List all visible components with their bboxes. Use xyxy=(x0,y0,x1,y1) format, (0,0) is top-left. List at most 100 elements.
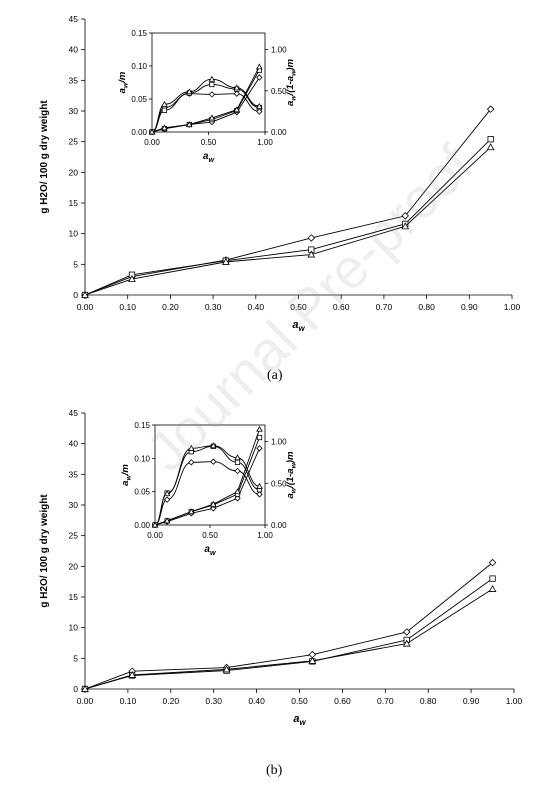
inset-data-point-triangle xyxy=(234,454,241,461)
inset-y-tick-label-right: 0.50 xyxy=(271,87,287,96)
inset-y-axis-label-left-sub: w xyxy=(126,475,133,481)
x-axis-label-sub: w xyxy=(299,718,306,727)
inset-chart: 0.00 0.50 1.000.000.050.100.150.000.501.00… xyxy=(120,421,298,557)
inset-data-point-square xyxy=(234,459,241,465)
inset-y-axis-label-left-part: a xyxy=(120,481,131,486)
x-tick-label: 0.80 xyxy=(418,302,435,312)
inset-y-axis-label-left-part: a xyxy=(117,88,128,93)
series-line-diamond xyxy=(84,108,492,296)
inset-y-axis-label-right-part: )m xyxy=(285,451,296,464)
inset-y-tick-label-left: 0.00 xyxy=(131,128,147,137)
inset-data-point-diamond xyxy=(256,74,263,81)
inset-y-tick-label-right: 1.00 xyxy=(271,438,287,447)
x-tick-label: 0.70 xyxy=(376,302,393,312)
y-tick-label: 45 xyxy=(69,408,79,418)
inset-y-axis-label-right-sub: w xyxy=(291,462,298,468)
inset-data-point-triangle xyxy=(163,517,171,524)
y-tick-label: 25 xyxy=(69,137,79,147)
panel-label-b: (b) xyxy=(266,763,283,778)
inset-y-tick-label-right: 0.00 xyxy=(271,128,287,137)
inset-data-point-triangle xyxy=(161,100,168,107)
inset-data-point-triangle xyxy=(210,442,217,449)
inset-x-tick-label: 1.00 xyxy=(257,531,273,540)
inset-y-axis-label-right-part: /(1-a xyxy=(285,76,296,97)
y-tick-label: 35 xyxy=(69,75,79,85)
data-point-triangle xyxy=(128,275,136,283)
y-tick-label: 15 xyxy=(69,198,79,208)
inset-data-point-triangle xyxy=(233,106,241,113)
x-tick-label: 0.40 xyxy=(248,302,265,312)
y-tick-label: 40 xyxy=(69,45,79,55)
inset-data-point-diamond xyxy=(210,458,217,465)
inset-y-tick-label-left: 0.05 xyxy=(131,95,147,104)
inset-data-point-diamond xyxy=(234,495,241,502)
inset-y-axis-label-left: aw​/m xyxy=(117,71,130,93)
inset-x-axis-label-sub: w xyxy=(208,155,214,164)
y-tick-label: 10 xyxy=(69,229,79,239)
inset-y-axis-label-left-part: /m xyxy=(117,71,128,84)
data-point-triangle xyxy=(128,670,137,678)
y-tick-label: 15 xyxy=(69,592,79,602)
y-tick-label: 5 xyxy=(73,259,78,269)
data-point-square xyxy=(489,575,496,582)
inset-data-point-triangle xyxy=(148,128,156,135)
inset-data-point-triangle xyxy=(163,490,171,497)
x-tick-label: 0.00 xyxy=(77,696,94,706)
x-tick-label: 0.10 xyxy=(119,302,136,312)
inset-y-axis-label-left-part: /m xyxy=(120,464,131,477)
y-tick-label: 30 xyxy=(69,500,79,510)
inset-data-point-triangle xyxy=(151,521,159,528)
y-tick-label: 30 xyxy=(69,106,79,116)
inset-data-point-diamond xyxy=(233,90,240,97)
inset-data-point-triangle xyxy=(208,75,216,82)
inset-y-tick-label-left: 0.00 xyxy=(134,521,150,530)
inset-data-point-diamond xyxy=(234,467,241,475)
data-point-square xyxy=(487,136,494,143)
data-point-triangle xyxy=(81,684,89,692)
inset-x-axis-label: aw​ xyxy=(204,544,216,557)
x-axis-label: aw​ xyxy=(293,713,306,727)
inset-y-axis-label-right-part: /(1-a xyxy=(285,468,296,489)
y-tick-label: 25 xyxy=(69,531,79,541)
inset-y-tick-label-left: 0.10 xyxy=(134,454,150,463)
inset-y-axis-label-right-sub: w xyxy=(291,70,298,76)
inset-x-axis-label: aw​ xyxy=(203,151,215,164)
x-tick-label: 0.60 xyxy=(334,696,351,706)
inset-y-axis-label-left: aw​/m xyxy=(120,464,133,486)
inset-y-tick-label-left: 0.10 xyxy=(131,62,147,71)
inset-x-axis-label-part: a xyxy=(204,544,210,555)
data-point-triangle xyxy=(81,290,89,298)
data-point-triangle xyxy=(402,639,411,647)
data-point-triangle xyxy=(488,585,497,592)
inset-y-axis-label-right-part: )m xyxy=(285,58,296,71)
inset-data-point-triangle xyxy=(208,114,216,121)
inset-data-point-diamond xyxy=(256,491,263,498)
x-axis-label: aw​ xyxy=(292,319,305,333)
inset-y-axis-label-right: aw​/(1-aw​)m xyxy=(285,451,298,499)
series-line-square xyxy=(84,138,491,296)
inset-y-tick-label-left: 0.15 xyxy=(134,421,150,430)
inset-data-point-triangle xyxy=(210,500,217,507)
inset-data-point-triangle xyxy=(256,102,263,109)
data-point-triangle xyxy=(307,250,316,258)
y-tick-label: 0 xyxy=(73,684,78,694)
inset-data-point-square xyxy=(209,81,215,88)
x-tick-label: 0.90 xyxy=(463,696,480,706)
inset-y-axis-label-right-part: a xyxy=(285,493,296,498)
x-tick-label: 0.60 xyxy=(333,302,350,312)
series-line-triangle xyxy=(84,146,491,296)
inset-y-axis-label-left-sub: w xyxy=(123,82,130,88)
inset-y-tick-label-right: 0.00 xyxy=(271,521,287,530)
x-tick-label: 0.30 xyxy=(205,696,222,706)
inset-y-tick-label-left: 0.15 xyxy=(131,29,147,38)
x-tick-label: 0.40 xyxy=(248,696,265,706)
y-axis-label: g H2O/ 100 g dry weight xyxy=(39,100,50,214)
inset-data-point-triangle xyxy=(188,444,195,451)
inset-y-axis-label-right-sub: w xyxy=(291,487,298,493)
inset-data-point-triangle xyxy=(256,425,263,432)
x-tick-label: 0.90 xyxy=(461,302,478,312)
inset-x-tick-label: 0.50 xyxy=(201,138,217,147)
inset-y-tick-label-left: 0.05 xyxy=(134,488,150,497)
inset-y-axis-label-right-part: a xyxy=(285,101,296,106)
